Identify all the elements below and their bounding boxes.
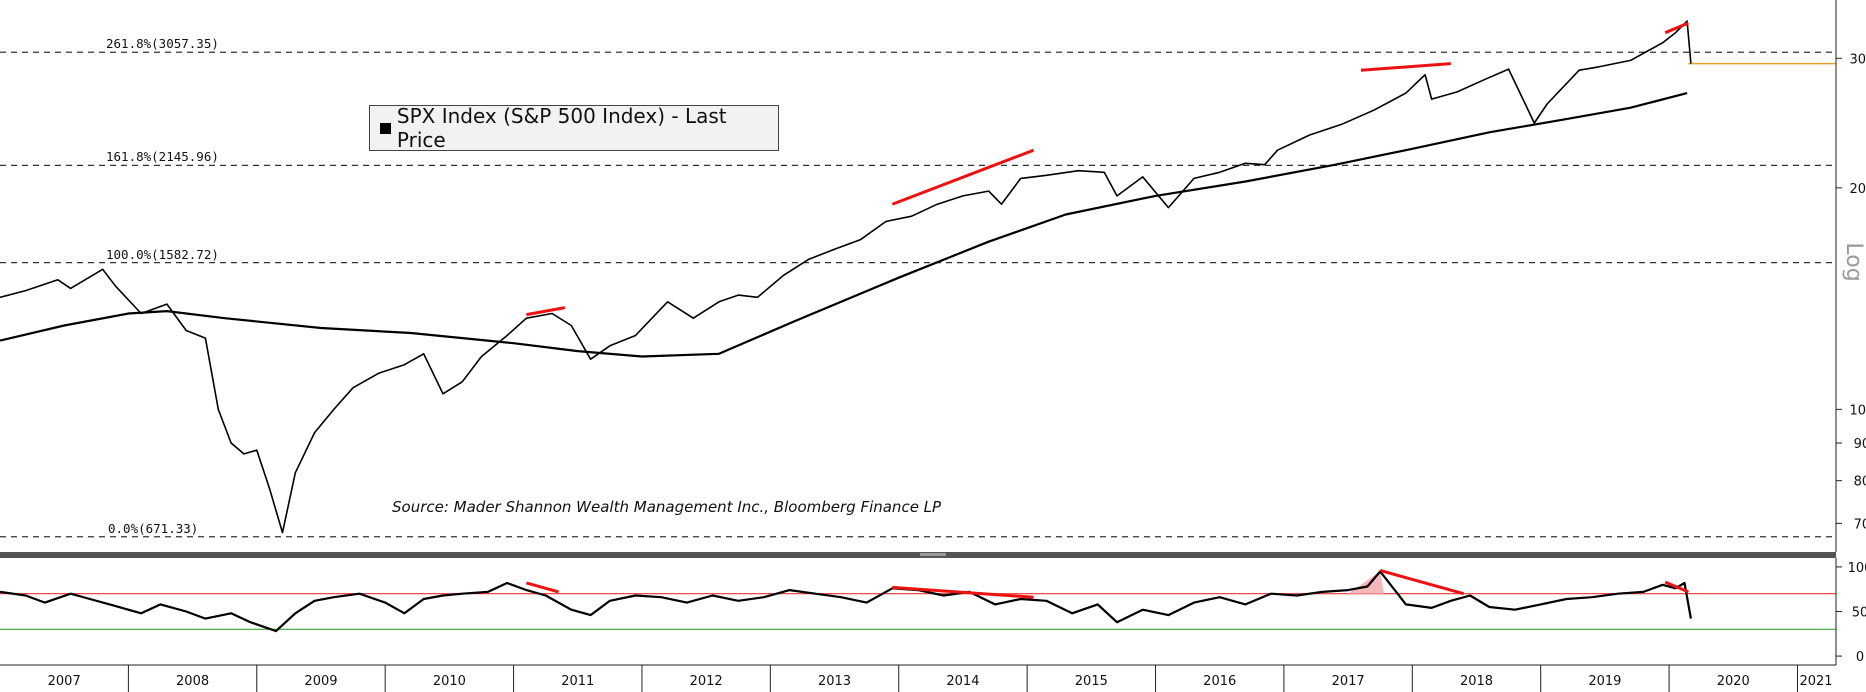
panel-divider[interactable] xyxy=(0,552,1836,558)
main-plot-trendlines xyxy=(526,21,1689,317)
x-tick-label: 2014 xyxy=(946,674,979,689)
x-tick-label: 2010 xyxy=(433,674,466,689)
panel-divider-grip[interactable] xyxy=(920,553,946,556)
x-tick-label: 2020 xyxy=(1717,674,1750,689)
oscillator-y-tick-label: 100 xyxy=(1848,561,1866,576)
main-y-tick-label: 900 xyxy=(1854,437,1866,452)
fib-level-label: 261.8%(3057.35) xyxy=(106,36,219,52)
x-tick-label: 2013 xyxy=(818,674,851,689)
oscillator-y-axis: 100 50 0 xyxy=(1835,558,1866,665)
main-y-tick-label: 2000 xyxy=(1849,182,1866,197)
oscillator-trendlines xyxy=(526,569,1689,599)
price-trendline xyxy=(1360,62,1451,72)
legend: SPX Index (S&P 500 Index) - Last Price xyxy=(369,104,779,152)
main-y-tick-label: 800 xyxy=(1854,475,1866,490)
price-trendline xyxy=(526,306,566,317)
main-y-tick-label: 700 xyxy=(1854,517,1866,532)
oscillator-series xyxy=(0,570,1692,633)
oscillator-trendline xyxy=(526,581,559,594)
x-axis: 2007 2008 2009 2010 2011 2012 2013 2014 2015 2016… xyxy=(0,664,1836,692)
x-tick-label: 2008 xyxy=(176,674,209,689)
oscillator-series-line xyxy=(0,570,1692,633)
main-y-tick-label: 3000 xyxy=(1849,52,1866,67)
main-y-tick-label: 1000 xyxy=(1849,403,1866,418)
legend-swatch xyxy=(380,122,391,134)
x-tick-label: 2017 xyxy=(1332,674,1365,689)
x-tick-label: 2018 xyxy=(1460,674,1493,689)
oscillator-y-tick-label: 0 xyxy=(1856,650,1864,665)
price-series-line xyxy=(0,20,1692,534)
fib-level-label: 100.0%(1582.72) xyxy=(106,246,219,262)
log-scale-label: Log xyxy=(1841,242,1866,281)
x-tick-label: 2011 xyxy=(561,674,594,689)
x-tick-label: 2019 xyxy=(1588,674,1621,689)
x-tick-label: 2007 xyxy=(48,674,81,689)
legend-entry: SPX Index (S&P 500 Index) - Last Price xyxy=(396,104,727,152)
main-plot-gridlines xyxy=(0,51,1836,538)
oscillator-trendline xyxy=(892,585,1034,599)
panel-divider-bar[interactable] xyxy=(0,552,1836,558)
moving-average-line xyxy=(0,92,1688,358)
source-annotation: Source: Mader Shannon Wealth Management … xyxy=(392,498,942,516)
oscillator-trendline xyxy=(1379,569,1465,596)
price-trendline xyxy=(1664,21,1689,35)
x-tick-label: 2016 xyxy=(1203,674,1236,689)
x-tick-label: 2021 xyxy=(1799,674,1832,689)
main-plot-series xyxy=(0,20,1692,534)
x-tick-label: 2009 xyxy=(304,674,337,689)
main-plot-y-axis: 3000 2000 1000 900 800 700 xyxy=(1835,0,1866,552)
fib-level-label: 0.0%(671.33) xyxy=(108,520,199,536)
x-tick-label: 2015 xyxy=(1075,674,1108,689)
oscillator-trendline xyxy=(1664,580,1689,594)
price-trendline xyxy=(891,148,1035,206)
x-tick-label: 2012 xyxy=(690,674,723,689)
oscillator-y-tick-label: 50 xyxy=(1852,606,1866,621)
fib-level-label: 161.8%(2145.96) xyxy=(106,149,219,165)
